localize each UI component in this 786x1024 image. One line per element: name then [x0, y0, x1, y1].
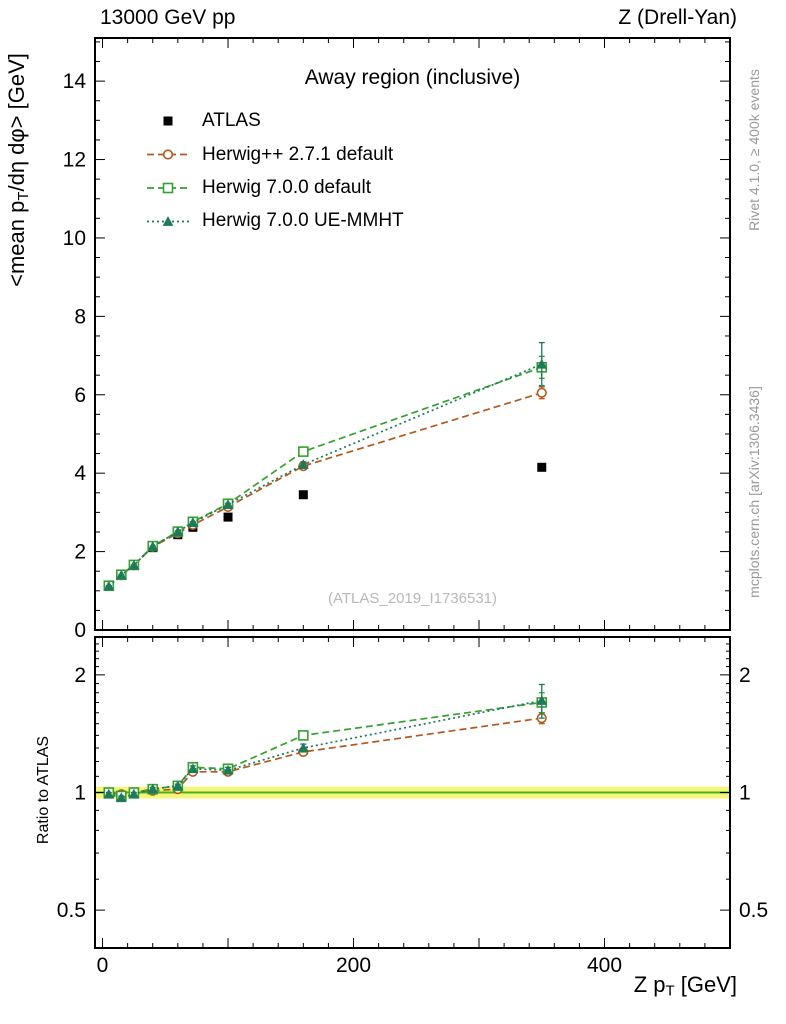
legend-label-herwig7-uemmht: Herwig 7.0.0 UE-MMHT — [202, 210, 404, 231]
series-herwig-2-7-1-default — [103, 386, 547, 592]
svg-text:12: 12 — [63, 149, 86, 172]
beam-energy-label: 13000 GeV pp — [100, 6, 236, 29]
x-axis-title: Z pT [GeV] — [633, 972, 737, 1000]
svg-text:8: 8 — [74, 305, 86, 328]
svg-text:10: 10 — [63, 227, 86, 250]
ratio-reference-band — [95, 786, 730, 799]
legend-label-herwig7-default: Herwig 7.0.0 default — [202, 177, 371, 198]
svg-text:200: 200 — [336, 954, 371, 977]
y-axis-title-main: <mean pT/dη dφ> [GeV] — [4, 53, 32, 287]
mcplots-reference-note: mcplots.cern.ch [arXiv:1306.3436] — [746, 386, 762, 598]
y-axis-title-ratio: Ratio to ATLAS — [35, 735, 52, 845]
axes — [94, 37, 731, 949]
svg-text:2: 2 — [74, 541, 86, 564]
series-atlas — [104, 462, 547, 591]
svg-text:1: 1 — [74, 782, 86, 805]
series-herwig-7-0-0-default — [103, 355, 548, 591]
svg-text:0: 0 — [74, 619, 86, 642]
series-herwig-7-0-0-ue-mmht — [103, 341, 548, 591]
legend-markers — [147, 116, 189, 226]
svg-text:1: 1 — [739, 782, 751, 805]
series-herwig-2-7-1-default — [103, 712, 547, 800]
legend-label-atlas: ATLAS — [202, 110, 261, 131]
svg-text:0.5: 0.5 — [57, 899, 86, 922]
svg-text:0: 0 — [97, 954, 109, 977]
series-herwig-7-0-0-ue-mmht — [103, 683, 548, 803]
svg-text:14: 14 — [63, 70, 87, 93]
svg-text:0.5: 0.5 — [739, 899, 768, 922]
plot-title: Away region (inclusive) — [304, 66, 521, 89]
svg-text:4: 4 — [74, 462, 86, 485]
analysis-id-watermark: (ATLAS_2019_I1736531) — [327, 590, 497, 607]
process-label: Z (Drell-Yan) — [618, 6, 737, 29]
svg-text:2: 2 — [739, 664, 751, 687]
svg-text:400: 400 — [587, 954, 622, 977]
svg-text:6: 6 — [74, 384, 86, 407]
series-herwig-7-0-0-default — [103, 692, 548, 802]
rivet-version-note: Rivet 4.1.0, ≥ 400k events — [746, 69, 762, 231]
legend-label-herwigpp: Herwig++ 2.7.1 default — [202, 144, 394, 165]
svg-text:2: 2 — [74, 664, 86, 687]
